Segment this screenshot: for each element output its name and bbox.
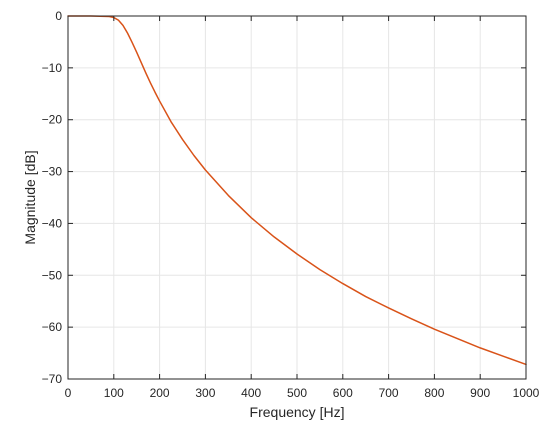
- magnitude-series-line: [67, 15, 527, 366]
- y-tick-label: −70: [42, 372, 63, 386]
- x-tick-label: 900: [470, 386, 490, 400]
- series-layer: [67, 15, 527, 366]
- x-tick-label: 800: [424, 386, 444, 400]
- x-tick-label: 300: [195, 386, 215, 400]
- y-tick-labels: 0 −10 −20 −30 −40 −50 −60 −70: [42, 9, 63, 386]
- y-tick-label: −20: [42, 113, 63, 127]
- grid-lines: [68, 16, 526, 379]
- y-tick-label: −10: [42, 61, 63, 75]
- y-tick-label: −60: [42, 320, 63, 334]
- y-axis-label: Magnitude [dB]: [22, 150, 38, 244]
- y-tick-label: −40: [42, 216, 63, 230]
- tick-marks: [67, 15, 527, 380]
- x-tick-label: 500: [287, 386, 307, 400]
- x-tick-label: 700: [379, 386, 399, 400]
- x-tick-label: 400: [241, 386, 261, 400]
- x-tick-label: 600: [333, 386, 353, 400]
- y-tick-label: −30: [42, 165, 63, 179]
- y-tick-label: −50: [42, 268, 63, 282]
- x-tick-label: 0: [65, 386, 72, 400]
- x-tick-label: 100: [104, 386, 124, 400]
- y-tick-label: 0: [55, 9, 62, 23]
- x-axis-label: Frequency [Hz]: [250, 404, 345, 420]
- x-tick-label: 1000: [513, 386, 540, 400]
- x-tick-labels: 0 100 200 300 400 500 600 700 800 900 1000: [65, 386, 540, 400]
- x-tick-label: 200: [150, 386, 170, 400]
